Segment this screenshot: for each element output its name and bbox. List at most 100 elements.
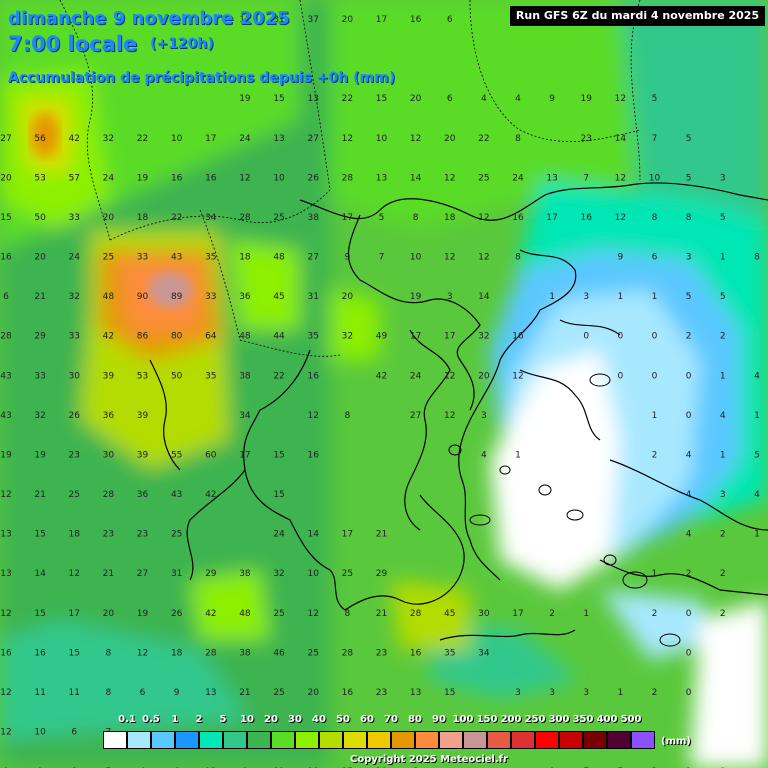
legend-swatch — [439, 731, 463, 749]
grid-value: 1 — [754, 530, 760, 540]
grid-value: 1 — [618, 688, 624, 698]
grid-value: 12 — [307, 609, 318, 619]
grid-value: 22 — [478, 134, 489, 144]
grid-value: 5 — [720, 292, 726, 302]
grid-value: 39 — [103, 371, 115, 381]
grid-value: 64 — [205, 332, 217, 342]
grid-value: 12 — [444, 173, 455, 183]
legend-swatch — [247, 731, 271, 749]
grid-value: 33 — [205, 292, 216, 302]
grid-value: 38 — [307, 213, 319, 223]
grid-value: 5 — [379, 213, 385, 223]
grid-value: 27 — [137, 569, 148, 579]
grid-value: 20 — [34, 253, 46, 263]
grid-value: 6 — [447, 94, 453, 104]
grid-value: 13 — [376, 173, 387, 183]
legend-label: 30 — [288, 714, 302, 725]
grid-value: 16 — [512, 213, 524, 223]
grid-value: 0 — [652, 332, 658, 342]
grid-value: 43 — [0, 411, 11, 421]
legend-label: 0.5 — [142, 714, 160, 725]
grid-value: 5 — [686, 292, 692, 302]
grid-value: 12 — [615, 213, 626, 223]
grid-value: 12 — [342, 134, 353, 144]
grid-value: 17 — [444, 332, 455, 342]
map-title: Accumulation de précipitations depuis +0… — [8, 70, 396, 86]
grid-value: 12 — [307, 411, 318, 421]
grid-value: 8 — [686, 213, 692, 223]
grid-value: 9 — [174, 688, 180, 698]
grid-value: 4 — [720, 411, 726, 421]
grid-value: 19 — [137, 173, 149, 183]
grid-value: 23 — [376, 688, 387, 698]
grid-value: 16 — [581, 213, 593, 223]
legend-swatch — [223, 731, 247, 749]
grid-value: 15 — [444, 688, 455, 698]
grid-value: 0 — [618, 332, 624, 342]
legend-swatch — [103, 731, 127, 749]
legend-label: 350 — [572, 714, 594, 725]
grid-value: 11 — [69, 688, 80, 698]
grid-value: 48 — [103, 292, 115, 302]
grid-value: 0 — [652, 371, 658, 381]
grid-value: 13 — [410, 688, 421, 698]
grid-value: 16 — [34, 648, 46, 658]
grid-value: 32 — [342, 332, 353, 342]
grid-value: 3 — [515, 688, 521, 698]
grid-value: 11 — [239, 15, 250, 25]
grid-value: 48 — [239, 332, 251, 342]
grid-value: 2 — [549, 609, 555, 619]
grid-value: 17 — [205, 134, 216, 144]
grid-value: 22 — [342, 94, 353, 104]
grid-value: 13 — [307, 94, 318, 104]
grid-value: 33 — [137, 253, 148, 263]
legend-swatch — [319, 731, 343, 749]
grid-value: 13 — [205, 688, 216, 698]
grid-value: 17 — [69, 609, 80, 619]
grid-value: 28 — [239, 213, 251, 223]
grid-value: 25 — [171, 530, 182, 540]
grid-value: 1 — [720, 450, 726, 460]
grid-value: 45 — [273, 292, 284, 302]
grid-value: 57 — [69, 173, 80, 183]
legend-label: 40 — [312, 714, 326, 725]
grid-value: 2 — [686, 332, 692, 342]
grid-value: 8 — [413, 213, 419, 223]
grid-value: 2 — [720, 569, 726, 579]
forecast-time: 7:00 locale — [8, 32, 138, 56]
grid-value: 6 — [652, 253, 658, 263]
legend-swatch — [559, 731, 583, 749]
grid-value: 22 — [273, 371, 284, 381]
grid-value: 20 — [103, 213, 115, 223]
grid-value: 31 — [307, 292, 318, 302]
legend-label: 90 — [432, 714, 446, 725]
grid-value: 0 — [686, 688, 692, 698]
grid-value: 5 — [754, 450, 760, 460]
grid-value: 80 — [171, 332, 183, 342]
grid-value: 19 — [581, 94, 593, 104]
grid-value: 4 — [686, 530, 692, 540]
grid-value: 25 — [342, 569, 353, 579]
grid-value: 17 — [342, 530, 353, 540]
grid-value: 15 — [273, 94, 284, 104]
grid-value: 15 — [69, 648, 80, 658]
grid-value: 10 — [171, 134, 183, 144]
grid-value: 3 — [549, 688, 555, 698]
grid-value: 15 — [273, 490, 284, 500]
grid-value: 36 — [137, 490, 149, 500]
grid-value: 89 — [171, 292, 183, 302]
borders — [59, 0, 641, 357]
grid-value: 8 — [515, 253, 521, 263]
grid-value: 24 — [273, 530, 285, 540]
grid-value: 1 — [754, 411, 760, 421]
grid-value: 16 — [205, 173, 217, 183]
grid-value: 60 — [205, 450, 217, 460]
grid-value: 7 — [583, 173, 589, 183]
grid-value: 12 — [478, 253, 489, 263]
grid-value: 35 — [205, 253, 216, 263]
grid-value: 28 — [410, 609, 422, 619]
grid-value: 24 — [512, 173, 524, 183]
grid-value: 25 — [103, 253, 114, 263]
grid-value: 20 — [478, 371, 490, 381]
grid-value: 16 — [0, 253, 12, 263]
